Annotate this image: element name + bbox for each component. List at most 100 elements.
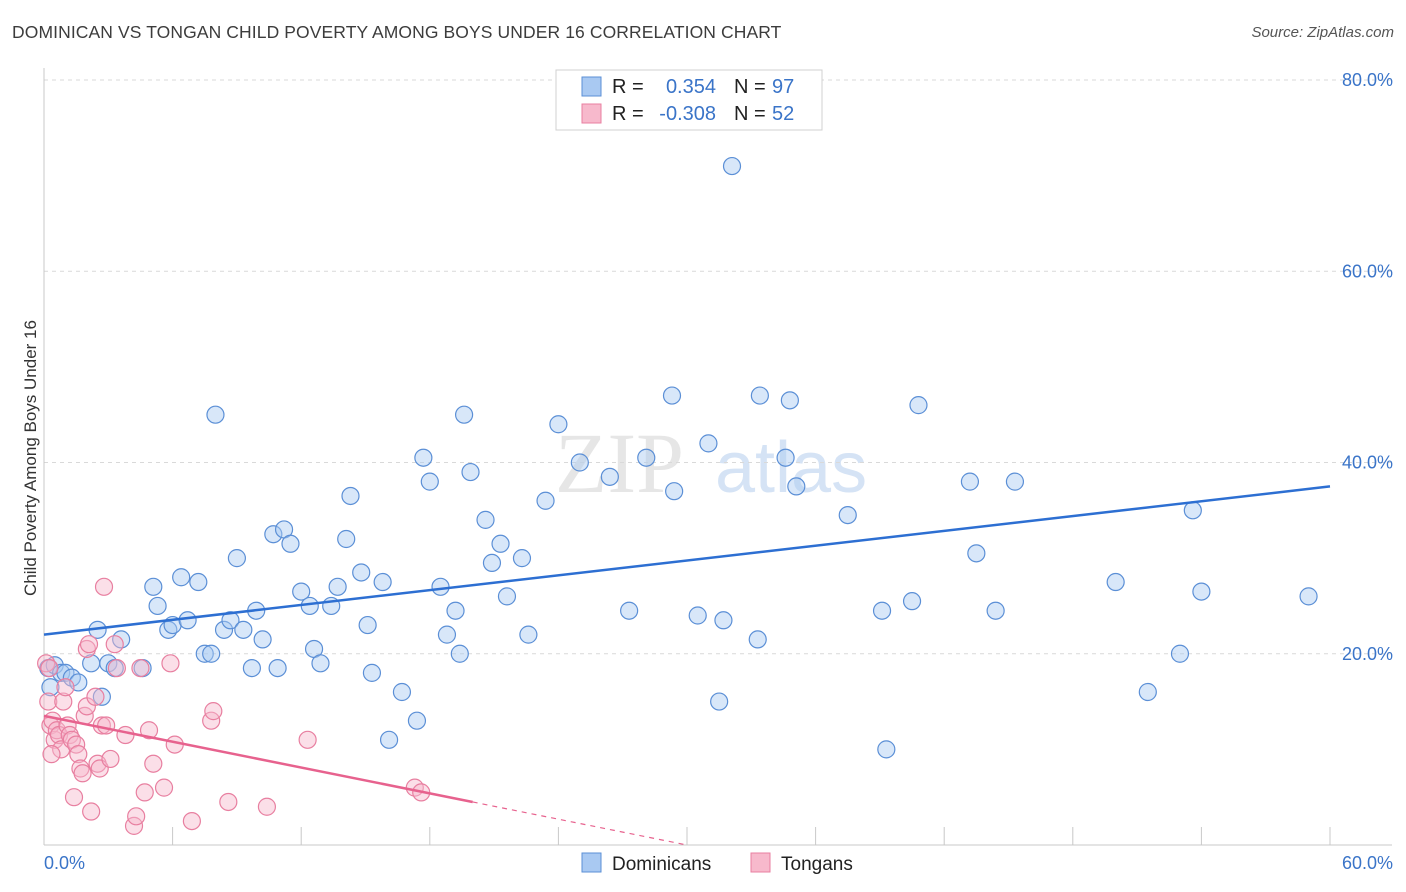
dominican-point [1170,644,1190,663]
dominican-point [414,448,433,467]
tongan-point [116,725,135,745]
dominican-point [665,482,684,501]
dominican-point [379,730,399,749]
tongan-point [135,783,154,802]
tongan-point [154,778,174,797]
tongan-point [82,802,101,821]
bottom-legend-swatch-blue [581,852,602,873]
dominican-point [600,467,619,486]
dominican-point [206,405,225,424]
dominican-point [172,568,191,587]
legend-r-value-1: 0.354 [666,76,716,98]
tongan-point [79,635,99,654]
dominican-point [877,740,896,759]
tongan-point [161,654,180,673]
dominican-point [328,577,347,596]
dominican-point [407,711,427,730]
dominican-point [512,549,532,568]
dominican-point [536,491,555,510]
dominican-point [688,606,707,625]
tongan-point [139,721,159,740]
dominican-point [699,434,718,453]
legend-n-label-1: N = [734,76,766,98]
dominican-point [358,615,377,635]
tongan-point [54,692,73,711]
dominican-point [178,611,197,630]
y-tick-label: 80.0% [1342,70,1393,90]
dominican-point [214,620,234,639]
dominican-point [311,654,330,673]
dominican-point [620,601,639,620]
dominican-point [420,472,439,491]
legend-n-value-2: 52 [772,103,794,125]
dominican-point [710,692,729,711]
dominican-point [392,682,412,702]
dominican-point [92,687,111,706]
dominican-point [714,611,733,630]
dominican-point [637,448,656,467]
dominican-point [41,678,60,697]
dominican-point [872,601,892,620]
tongan-trendline [43,714,473,804]
dominican-point [281,534,300,553]
dominican-point [242,658,262,678]
dominican-point [202,644,221,663]
chart-title: DOMINICAN VS TONGAN CHILD POVERTY AMONG … [12,22,782,42]
dominican-point [461,462,480,482]
dominican-point [1106,572,1125,592]
dominican-point [373,572,392,592]
dominican-point [450,644,469,663]
y-axis-label: Child Poverty Among Boys Under 16 [21,320,40,596]
dominican-point [722,156,742,176]
dominican-point [221,611,240,630]
legend-r-value-2: -0.308 [659,103,716,125]
dominican-point [909,396,928,415]
watermark-atlas: atlas [715,428,867,508]
source-note: Source: ZipAtlas.com [1251,24,1394,41]
dominican-point [519,625,538,644]
dominican-point [750,386,769,405]
dominican-point [787,477,806,496]
x-tick-labels: 0.0% 60.0% [44,853,1393,873]
dominican-point [253,630,272,649]
dominican-point [1183,501,1202,520]
dominican-point [780,391,799,410]
tongan-point [56,678,75,697]
tongan-point [127,807,146,826]
dominican-trendline [43,485,1331,636]
dominican-point [1299,587,1318,606]
legend-n-label-2: N = [734,103,766,125]
dominican-point [431,577,450,596]
dominican-point [227,549,246,568]
dominican-point [234,620,253,639]
tongan-point [64,788,84,807]
y-tick-label: 40.0% [1342,453,1393,473]
dominican-point [476,510,495,529]
dominican-point [482,553,502,573]
tongan-point [204,702,223,721]
dominican-point [144,577,163,596]
y-tick-label: 20.0% [1342,644,1393,664]
tongan-trendline-extension [472,801,688,846]
dominican-point [195,644,214,663]
tongan-point [257,797,277,816]
dominican-point [189,572,208,592]
legend-r-label-1: R = [612,76,644,98]
tongan-point [219,792,238,812]
dominican-point [491,534,510,553]
dominican-point [748,630,767,649]
dominican-point [1138,682,1157,702]
legend-n-value-1: 97 [772,76,794,98]
dominican-point [662,386,682,405]
dominican-point [292,582,311,601]
dominican-point [264,525,283,544]
series-legend: Dominicans Tongans [581,852,853,875]
tongan-point [131,658,150,678]
tongan-point [107,658,126,678]
dominican-point [446,601,465,620]
tongan-point [144,754,163,773]
tongan-point [101,749,120,769]
dominican-point [1192,582,1211,601]
y-tick-labels: 20.0% 40.0% 60.0% 80.0% [1342,70,1393,664]
